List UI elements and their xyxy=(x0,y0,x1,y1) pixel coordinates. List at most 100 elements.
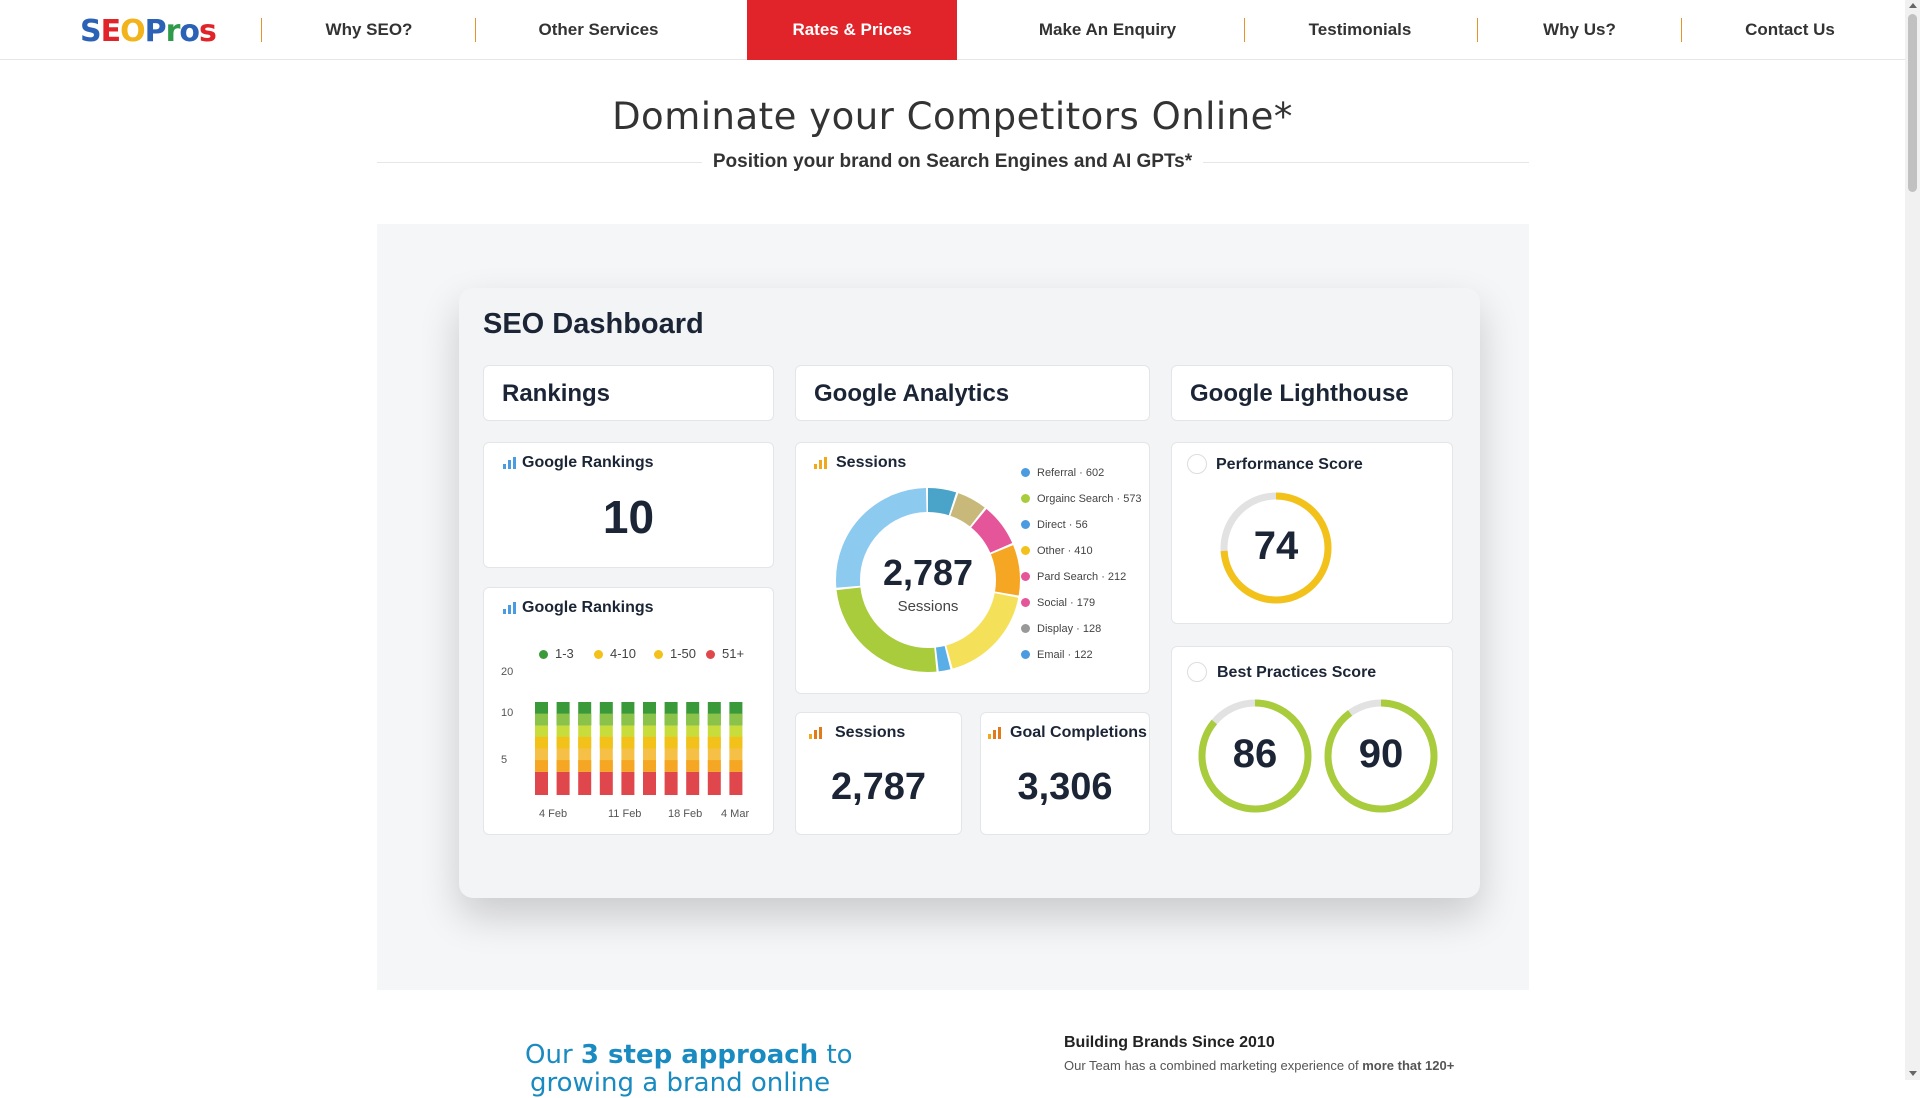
approach-heading-line2: growing a brand online xyxy=(530,1068,831,1098)
bar-segment xyxy=(729,736,743,749)
bar-segment xyxy=(686,713,700,726)
legend-dot xyxy=(1021,468,1030,477)
nav-item-make-an-enquiry[interactable]: Make An Enquiry xyxy=(1038,20,1177,39)
x-tick-label: 18 Feb xyxy=(668,808,702,820)
donut-slice xyxy=(836,488,1020,672)
bar-segment xyxy=(578,771,592,795)
bar-segment xyxy=(599,771,613,795)
sessions-card-value: 2,787 xyxy=(830,766,927,808)
legend-label: Email · 122 xyxy=(1037,649,1093,661)
building-brands-title: Building Brands Since 2010 xyxy=(1064,1034,1275,1051)
sessions-card xyxy=(795,712,962,835)
scrollbar-thumb[interactable] xyxy=(1908,14,1917,192)
page-subtitle: Position your brand on Search Engines an… xyxy=(712,151,1193,172)
bar-segment xyxy=(599,713,613,726)
bar-segment xyxy=(556,760,570,772)
bar-segment xyxy=(643,771,656,795)
bar-segment xyxy=(621,760,635,772)
logo-letter: S xyxy=(80,14,102,49)
bar-segment xyxy=(621,713,635,726)
building-brands-text: Our Team has a combined marketing experi… xyxy=(1064,1058,1455,1073)
x-tick-label: 4 Feb xyxy=(539,808,567,820)
legend-label: 1-50 xyxy=(670,646,697,661)
donut-slice xyxy=(836,488,1020,672)
logo-letter: O xyxy=(120,14,145,49)
bar-segment xyxy=(643,736,656,749)
goal-completions-value: 3,306 xyxy=(1017,766,1113,808)
bar-segment xyxy=(707,760,721,772)
bar-segment xyxy=(686,771,700,795)
donut-legend-item: Other · 410 xyxy=(1021,545,1093,557)
legend-item: 51+ xyxy=(706,646,744,661)
site-logo[interactable]: SEOPros xyxy=(80,14,217,49)
google-rankings-title: Google Rankings xyxy=(522,454,654,471)
y-tick-label: 10 xyxy=(501,707,513,719)
dashboard-title: SEO Dashboard xyxy=(483,308,704,340)
bar-segment xyxy=(556,736,570,749)
rankings-header-card: Rankings xyxy=(483,365,774,421)
scrollbar-track[interactable] xyxy=(1905,0,1920,1080)
divider xyxy=(377,162,702,163)
logo-letter: s xyxy=(199,14,217,49)
scroll-down-arrow-icon[interactable] xyxy=(1909,1071,1917,1076)
sessions-title: Sessions xyxy=(836,454,907,471)
logo-letter: E xyxy=(100,14,121,49)
legend-label: 1-3 xyxy=(555,646,574,661)
goal-completions-card xyxy=(980,712,1150,835)
analytics-header-card: Google Analytics xyxy=(795,365,1150,421)
bar-segment xyxy=(621,771,635,795)
legend-label: Referral · 602 xyxy=(1037,467,1105,479)
top-nav: SEOPros Why SEO? Other Services Rates & Pr… xyxy=(0,0,1905,60)
bar-segment xyxy=(535,771,548,795)
nav-item-other-services[interactable]: Other Services xyxy=(538,20,659,39)
donut-legend-item: Social · 179 xyxy=(1021,597,1095,609)
nav-item-contact-us[interactable]: Contact Us xyxy=(1745,20,1835,39)
bar-segment xyxy=(556,713,570,726)
nav-separator xyxy=(261,18,262,42)
bar-segment xyxy=(686,760,700,772)
legend-label: Display · 128 xyxy=(1037,623,1102,635)
logo-letter: o xyxy=(179,14,200,49)
y-tick-label: 5 xyxy=(501,754,507,766)
legend-label: Pard Search · 212 xyxy=(1037,571,1127,583)
bar-segment xyxy=(729,760,743,772)
rankings-value: 10 xyxy=(602,491,655,543)
donut-legend-item: Direct · 56 xyxy=(1021,519,1088,531)
x-tick-label: 4 Mar xyxy=(721,808,749,820)
legend-item: 4-10 xyxy=(594,646,636,661)
bar-segment xyxy=(729,771,743,795)
performance-score-title: Performance Score xyxy=(1216,456,1363,473)
nav-item-testimonials[interactable]: Testimonials xyxy=(1308,20,1412,39)
donut-center-label: Sessions xyxy=(897,598,959,615)
donut-slice xyxy=(836,488,1020,672)
google-rankings-card xyxy=(483,442,774,568)
nav-item-why-seo[interactable]: Why SEO? xyxy=(325,20,413,39)
nav-item-why-us[interactable]: Why Us? xyxy=(1543,20,1616,39)
lighthouse-heading: Google Lighthouse xyxy=(1190,380,1409,407)
legend-label: 4-10 xyxy=(610,646,637,661)
legend-label: Direct · 56 xyxy=(1037,519,1088,531)
page-title: Dominate your Competitors Online* xyxy=(612,95,1293,138)
analytics-heading: Google Analytics xyxy=(814,380,1010,407)
y-tick-label: 20 xyxy=(501,666,513,678)
bar-segment xyxy=(664,736,678,749)
logo-letter: P xyxy=(144,14,167,49)
google-rankings-chart-title: Google Rankings xyxy=(522,599,654,616)
donut-legend-item: Referral · 602 xyxy=(1021,467,1104,479)
donut-legend-item: Display · 128 xyxy=(1021,623,1101,635)
legend-dot xyxy=(1021,650,1030,659)
nav-item-rates-prices[interactable]: Rates & Prices xyxy=(747,0,957,60)
best-practices-gauge-2 xyxy=(1324,699,1438,813)
nav-separator xyxy=(1477,18,1478,42)
x-tick-label: 11 Feb xyxy=(608,808,641,820)
legend-dot xyxy=(594,650,603,659)
best-practices-value-2: 90 xyxy=(1358,732,1404,776)
bar-segment xyxy=(643,713,656,726)
bar-segment xyxy=(556,771,570,795)
legend-dot xyxy=(1021,572,1030,581)
scroll-up-arrow-icon[interactable] xyxy=(1909,3,1917,8)
bar-chart-icon xyxy=(503,602,517,614)
legend-dot xyxy=(1021,624,1030,633)
circle-icon xyxy=(1187,662,1207,682)
legend-label: 51+ xyxy=(722,646,745,661)
